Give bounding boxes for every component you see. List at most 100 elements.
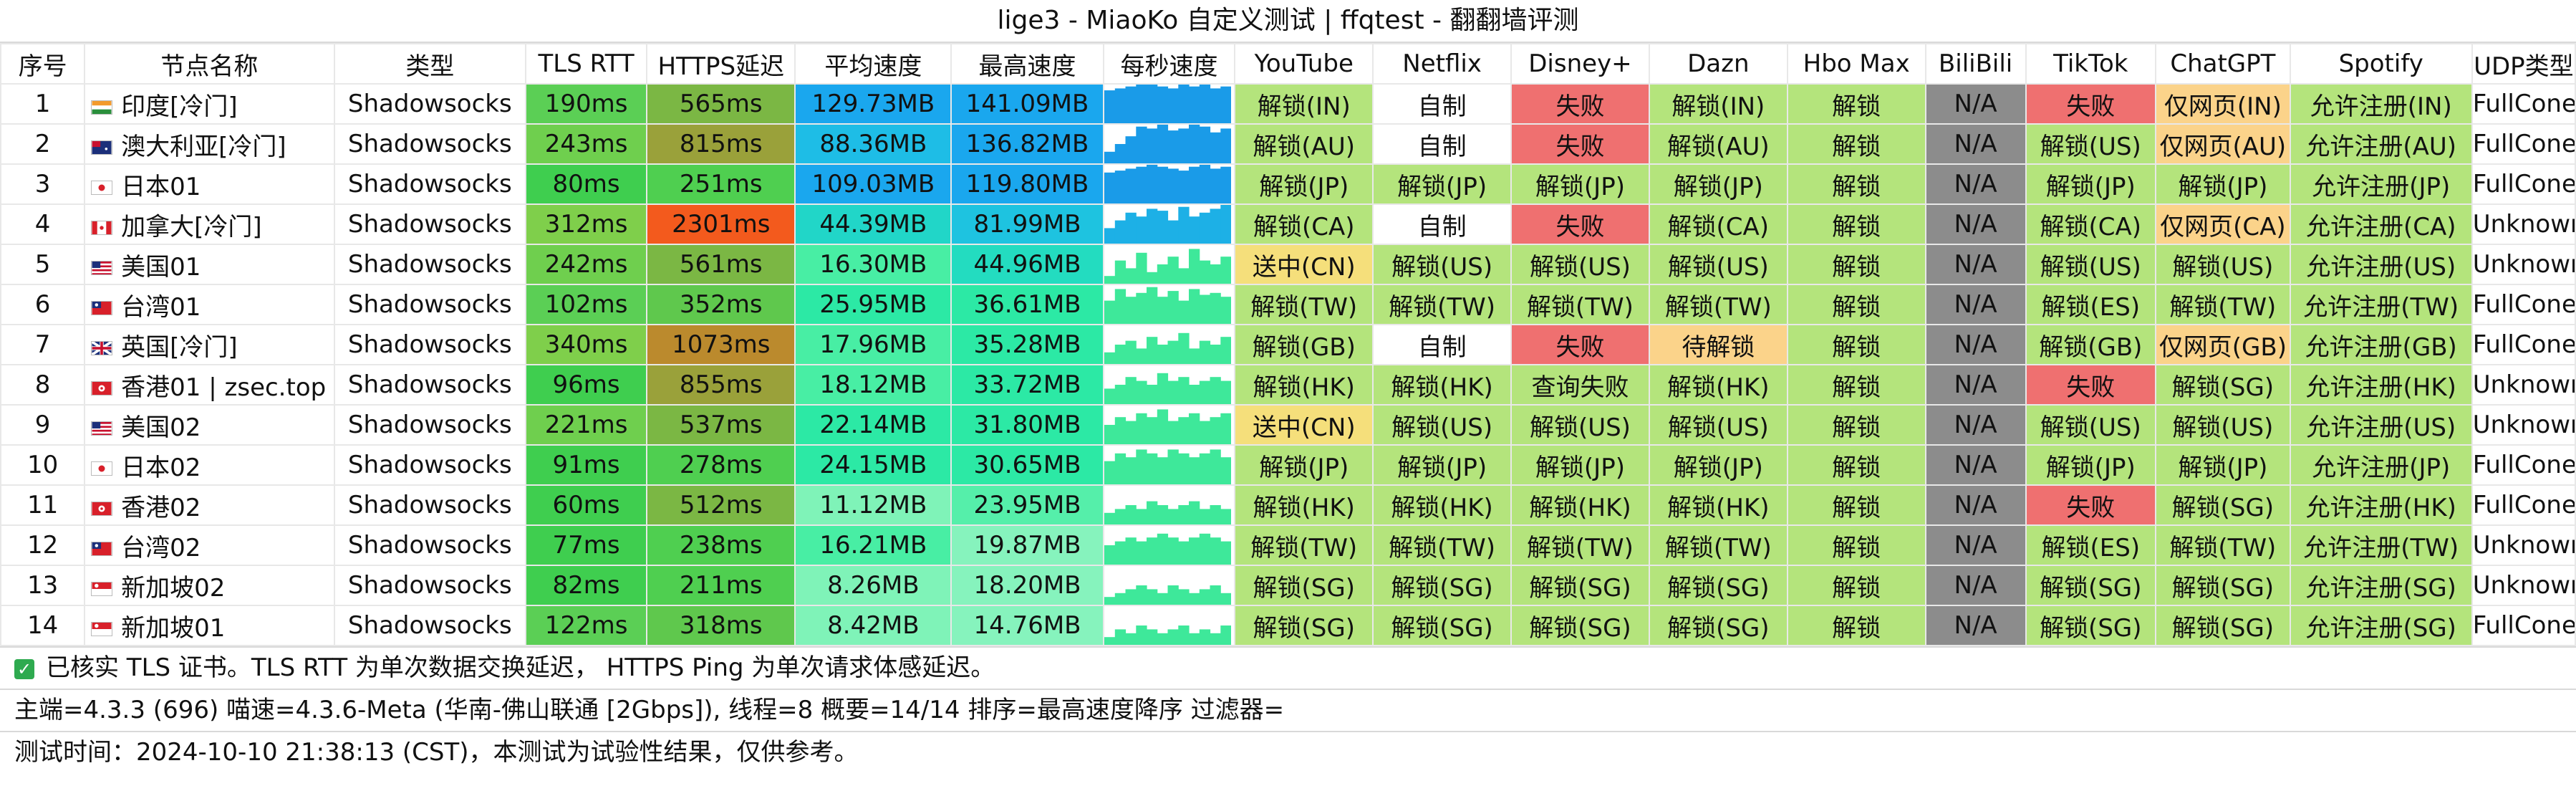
speed-bar <box>1210 537 1221 564</box>
max-speed: 44.96MB <box>950 244 1104 285</box>
speed-bar <box>1220 128 1231 163</box>
dazn-status: 解锁(US) <box>1648 404 1788 446</box>
speed-bar <box>1157 297 1168 323</box>
max-speed: 81.99MB <box>950 203 1104 245</box>
speed-bar <box>1146 417 1158 444</box>
speed-bar <box>1146 166 1158 203</box>
node-type: Shadowsocks <box>333 605 527 646</box>
speed-bar <box>1157 211 1168 243</box>
speed-bar <box>1136 625 1147 644</box>
youtube-status: 解锁(HK) <box>1234 364 1374 406</box>
netflix-status: 自制 <box>1372 83 1513 125</box>
speed-bar <box>1146 629 1158 644</box>
hbo-status: 解锁 <box>1786 484 1926 526</box>
speed-bar <box>1125 457 1137 484</box>
disney-status: 解锁(TW) <box>1510 524 1650 566</box>
speed-bar <box>1199 509 1210 524</box>
node-name: 美国02 <box>121 413 201 442</box>
speed-bar <box>1210 132 1221 163</box>
netflix-status: 解锁(US) <box>1372 244 1513 285</box>
speed-bar <box>1146 385 1158 403</box>
taiwan-flag-icon <box>91 301 113 315</box>
speed-bar <box>1199 629 1210 644</box>
udp-type: FullCone <box>2471 444 2576 486</box>
table-body: 1 印度[冷门] Shadowsocks 190ms 565ms 129.73MB 141.… <box>0 83 2576 646</box>
speed-bar <box>1136 413 1147 444</box>
speed-bar <box>1210 585 1221 604</box>
bili-status: N/A <box>1924 565 2027 606</box>
node-name: 台湾02 <box>121 533 201 562</box>
column-header: 每秒速度 <box>1102 43 1236 85</box>
node-name-cell: 澳大利亚[冷门] <box>84 123 335 165</box>
speed-bar <box>1188 289 1200 323</box>
speed-bar <box>1157 505 1168 524</box>
speed-bar <box>1188 216 1200 243</box>
taiwan-flag-icon <box>91 542 113 556</box>
tiktok-status: 解锁(CA) <box>2025 203 2157 245</box>
bili-status: N/A <box>1924 123 2027 165</box>
speed-bar <box>1125 537 1137 564</box>
udp-type: Unknown <box>2471 364 2576 406</box>
chatgpt-status: 解锁(TW) <box>2155 284 2291 325</box>
speed-bar <box>1114 220 1126 243</box>
chatgpt-status: 解锁(SG) <box>2155 605 2291 646</box>
row-index: 14 <box>0 605 86 646</box>
tls-rtt: 91ms <box>525 444 648 486</box>
speed-sparkline <box>1102 444 1236 486</box>
dazn-status: 解锁(SG) <box>1648 565 1788 606</box>
max-speed: 18.20MB <box>950 565 1104 606</box>
speed-bar <box>1146 589 1158 604</box>
node-name-cell: 美国01 <box>84 244 335 285</box>
chatgpt-status: 解锁(SG) <box>2155 484 2291 526</box>
speed-bar <box>1188 633 1200 644</box>
column-header: Spotify <box>2289 43 2473 85</box>
speed-bar <box>1210 345 1221 363</box>
youtube-status: 解锁(TW) <box>1234 524 1374 566</box>
udp-type: Unknown <box>2471 524 2576 566</box>
avg-speed: 8.26MB <box>794 565 952 606</box>
speed-bar <box>1167 130 1179 163</box>
table-row: 9 美国02 Shadowsocks 221ms 537ms 22.14MB 31.80MB… <box>0 404 2576 446</box>
speed-bar <box>1104 425 1116 444</box>
node-type: Shadowsocks <box>333 284 527 325</box>
dazn-status: 解锁(JP) <box>1648 444 1788 486</box>
japan-flag-icon <box>91 461 113 476</box>
table-row: 8 香港01 | zsec.top Shadowsocks 96ms 855ms 18.1… <box>0 364 2576 406</box>
bili-status: N/A <box>1924 404 2027 446</box>
column-header: ChatGPT <box>2155 43 2291 85</box>
footer: ✓ 已核实 TLS 证书。TLS RTT 为单次数据交换延迟， HTTPS Pin… <box>0 646 2576 773</box>
speed-bar <box>1136 166 1147 203</box>
spotify-status: 允许注册(JP) <box>2289 444 2473 486</box>
speed-bar <box>1157 166 1168 203</box>
speed-bar <box>1114 541 1126 564</box>
speed-bar <box>1157 125 1168 163</box>
speed-bar <box>1178 206 1190 243</box>
speed-bar <box>1125 297 1137 323</box>
speed-bar <box>1136 449 1147 484</box>
max-speed: 136.82MB <box>950 123 1104 165</box>
hbo-status: 解锁 <box>1786 324 1926 365</box>
speed-bar <box>1167 220 1179 243</box>
speed-bar <box>1157 457 1168 484</box>
speed-bar <box>1114 629 1126 644</box>
tiktok-status: 解锁(JP) <box>2025 444 2157 486</box>
node-name: 澳大利亚[冷门] <box>121 132 286 161</box>
speed-bar <box>1136 380 1147 403</box>
usa-flag-icon <box>91 261 113 275</box>
hongkong-flag-icon <box>91 381 113 396</box>
spotify-status: 允许注册(HK) <box>2289 364 2473 406</box>
speed-bar <box>1114 593 1126 604</box>
node-name-cell: 台湾01 <box>84 284 335 325</box>
dazn-status: 解锁(US) <box>1648 244 1788 285</box>
row-index: 6 <box>0 284 86 325</box>
speed-bar <box>1178 453 1190 484</box>
speed-bar <box>1220 413 1231 444</box>
speed-bar <box>1188 501 1200 524</box>
avg-speed: 24.15MB <box>794 444 952 486</box>
speed-bar <box>1104 545 1116 564</box>
tiktok-status: 解锁(US) <box>2025 244 2157 285</box>
speed-bar <box>1220 541 1231 564</box>
avg-speed: 25.95MB <box>794 284 952 325</box>
https-latency: 565ms <box>646 83 796 125</box>
node-name-cell: 英国[冷门] <box>84 324 335 365</box>
